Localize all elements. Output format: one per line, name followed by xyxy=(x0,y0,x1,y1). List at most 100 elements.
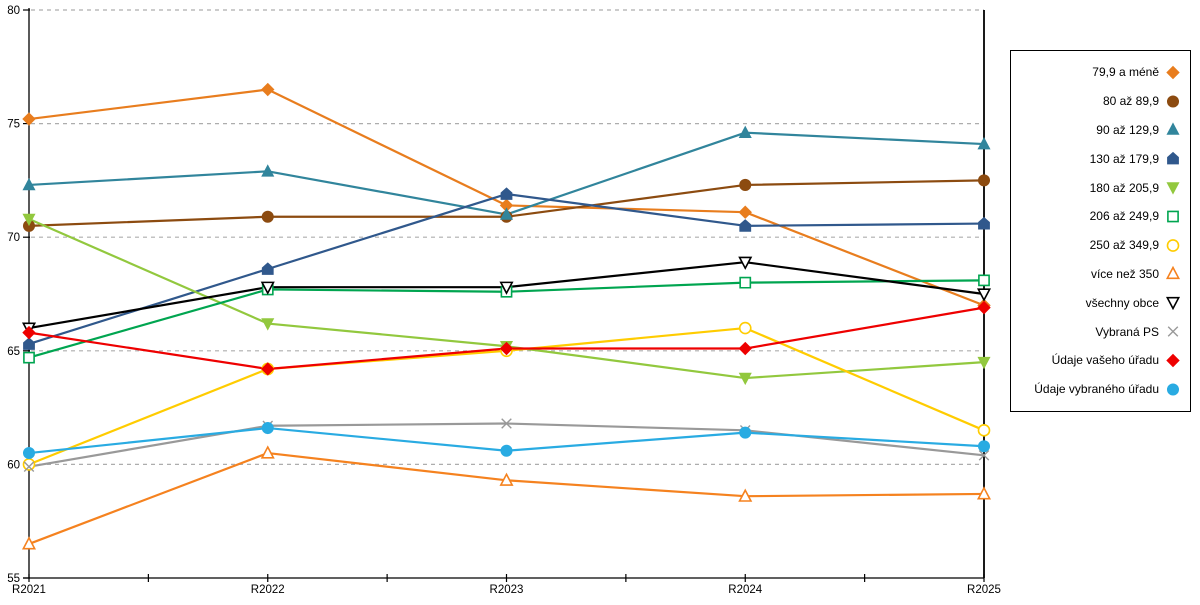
legend-item: 80 až 89,9 xyxy=(1015,87,1181,116)
legend-marker-icon xyxy=(1166,95,1180,108)
triangle-down-marker xyxy=(1165,297,1181,311)
circle-marker xyxy=(1166,238,1180,252)
x-marker xyxy=(978,450,990,461)
triangle-marker xyxy=(499,472,514,486)
y-tick-label-75: 75 xyxy=(7,119,20,131)
chart-legend: 79,9 a méně 80 až 89,9 90 až 129,9 130 až 1… xyxy=(1010,50,1191,412)
legend-label: Vybraná PS xyxy=(1095,324,1159,339)
legend-item: 206 až 249,9 xyxy=(1015,202,1181,231)
circle-marker xyxy=(500,444,513,457)
x-tick-label-R2024: R2024 xyxy=(728,584,762,596)
diamond-marker xyxy=(738,341,752,356)
x-marker xyxy=(23,461,35,472)
legend-item: 79,9 a méně xyxy=(1015,58,1181,87)
legend-label: 250 až 349,9 xyxy=(1089,238,1159,253)
legend-marker-icon xyxy=(1165,266,1181,280)
legend-item: Údaje vašeho úřadu xyxy=(1015,346,1181,375)
circle-marker xyxy=(22,447,36,460)
legend-label: všechny obce xyxy=(1085,295,1159,310)
legend-label: Údaje vybraného úřadu xyxy=(1034,382,1159,397)
triangle-down-marker xyxy=(738,256,753,270)
line-chart: 55 60 65 70 75 80 R2021 R2022 R2023 R2024 R2025 xyxy=(7,5,1001,596)
triangle-down-marker xyxy=(738,372,752,386)
legend-label: 206 až 249,9 xyxy=(1089,209,1159,224)
triangle-down-marker xyxy=(977,356,991,370)
series-line-7 xyxy=(27,451,986,546)
x-marker xyxy=(501,418,512,429)
circle-marker xyxy=(738,321,752,335)
legend-marker-icon xyxy=(1166,182,1180,195)
legend-label: 90 až 129,9 xyxy=(1096,122,1159,137)
circle-marker xyxy=(739,426,752,439)
legend-item: více než 350 xyxy=(1015,260,1181,289)
circle-marker xyxy=(1166,95,1180,108)
triangle-marker xyxy=(1165,266,1181,280)
diamond-marker xyxy=(261,362,275,376)
x-tick-label-R2022: R2022 xyxy=(251,584,285,596)
legend-item: 250 až 349,9 xyxy=(1015,231,1181,260)
triangle-down-marker xyxy=(260,281,275,295)
legend-marker-icon xyxy=(1166,122,1180,136)
legend-marker-icon xyxy=(1167,326,1179,337)
legend-item: Údaje vybraného úřadu xyxy=(1015,375,1181,404)
diamond-marker xyxy=(261,82,275,97)
legend-marker-icon xyxy=(1167,210,1179,223)
x-tick-label-R2025: R2025 xyxy=(967,584,1001,596)
pentagon-marker xyxy=(500,187,513,200)
y-tick-label-60: 60 xyxy=(7,459,20,471)
diamond-marker xyxy=(1166,65,1180,80)
circle-marker xyxy=(22,458,36,471)
diamond-marker xyxy=(22,325,36,340)
legend-item: 180 až 205,9 xyxy=(1015,173,1181,202)
pentagon-marker xyxy=(978,216,990,230)
legend-label: 79,9 a méně xyxy=(1092,65,1159,80)
circle-marker xyxy=(977,440,991,453)
triangle-marker xyxy=(260,445,275,459)
triangle-down-marker xyxy=(976,288,992,302)
x-tick-label-R2021: R2021 xyxy=(12,584,46,596)
diamond-marker xyxy=(1166,353,1180,368)
triangle-marker xyxy=(1166,122,1180,136)
square-marker xyxy=(1167,210,1179,223)
legend-marker-icon xyxy=(1166,238,1180,252)
legend-label: 80 až 89,9 xyxy=(1102,94,1159,109)
triangle-down-marker xyxy=(22,213,36,227)
triangle-marker xyxy=(21,536,37,550)
y-tick-label-70: 70 xyxy=(7,232,20,244)
legend-label: Údaje vašeho úřadu xyxy=(1051,353,1159,368)
legend-marker-icon xyxy=(1167,152,1179,165)
circle-marker xyxy=(977,424,991,437)
diamond-marker xyxy=(499,341,514,356)
circle-marker xyxy=(739,178,752,191)
circle-marker xyxy=(261,210,274,223)
legend-item: Vybraná PS xyxy=(1015,317,1181,346)
legend-item: 130 až 179,9 xyxy=(1015,144,1181,173)
pentagon-marker xyxy=(23,337,35,350)
x-tick-label-R2023: R2023 xyxy=(490,584,524,596)
legend-marker-icon xyxy=(1166,383,1180,396)
legend-label: 130 až 179,9 xyxy=(1089,151,1159,166)
triangle-marker xyxy=(976,486,992,500)
legend-item: všechny obce xyxy=(1015,288,1181,317)
pentagon-marker xyxy=(261,262,274,275)
triangle-down-marker xyxy=(499,281,514,295)
legend-label: více než 350 xyxy=(1090,266,1159,281)
triangle-marker xyxy=(977,136,991,150)
x-marker xyxy=(1167,326,1179,337)
legend-marker-icon xyxy=(1165,297,1181,311)
legend-label: 180 až 205,9 xyxy=(1089,180,1159,195)
circle-marker xyxy=(977,174,991,187)
triangle-down-marker xyxy=(1166,182,1180,195)
legend-marker-icon xyxy=(1166,65,1180,80)
y-tick-label-80: 80 xyxy=(7,5,20,17)
legend-item: 90 až 129,9 xyxy=(1015,116,1181,145)
y-tick-label-55: 55 xyxy=(7,573,20,585)
triangle-marker xyxy=(499,207,514,220)
triangle-marker xyxy=(22,177,36,191)
legend-marker-icon xyxy=(1166,353,1180,368)
square-marker xyxy=(978,274,990,287)
diamond-marker xyxy=(738,205,752,219)
triangle-marker xyxy=(261,164,275,177)
square-marker xyxy=(739,276,752,289)
diamond-marker xyxy=(22,112,36,126)
